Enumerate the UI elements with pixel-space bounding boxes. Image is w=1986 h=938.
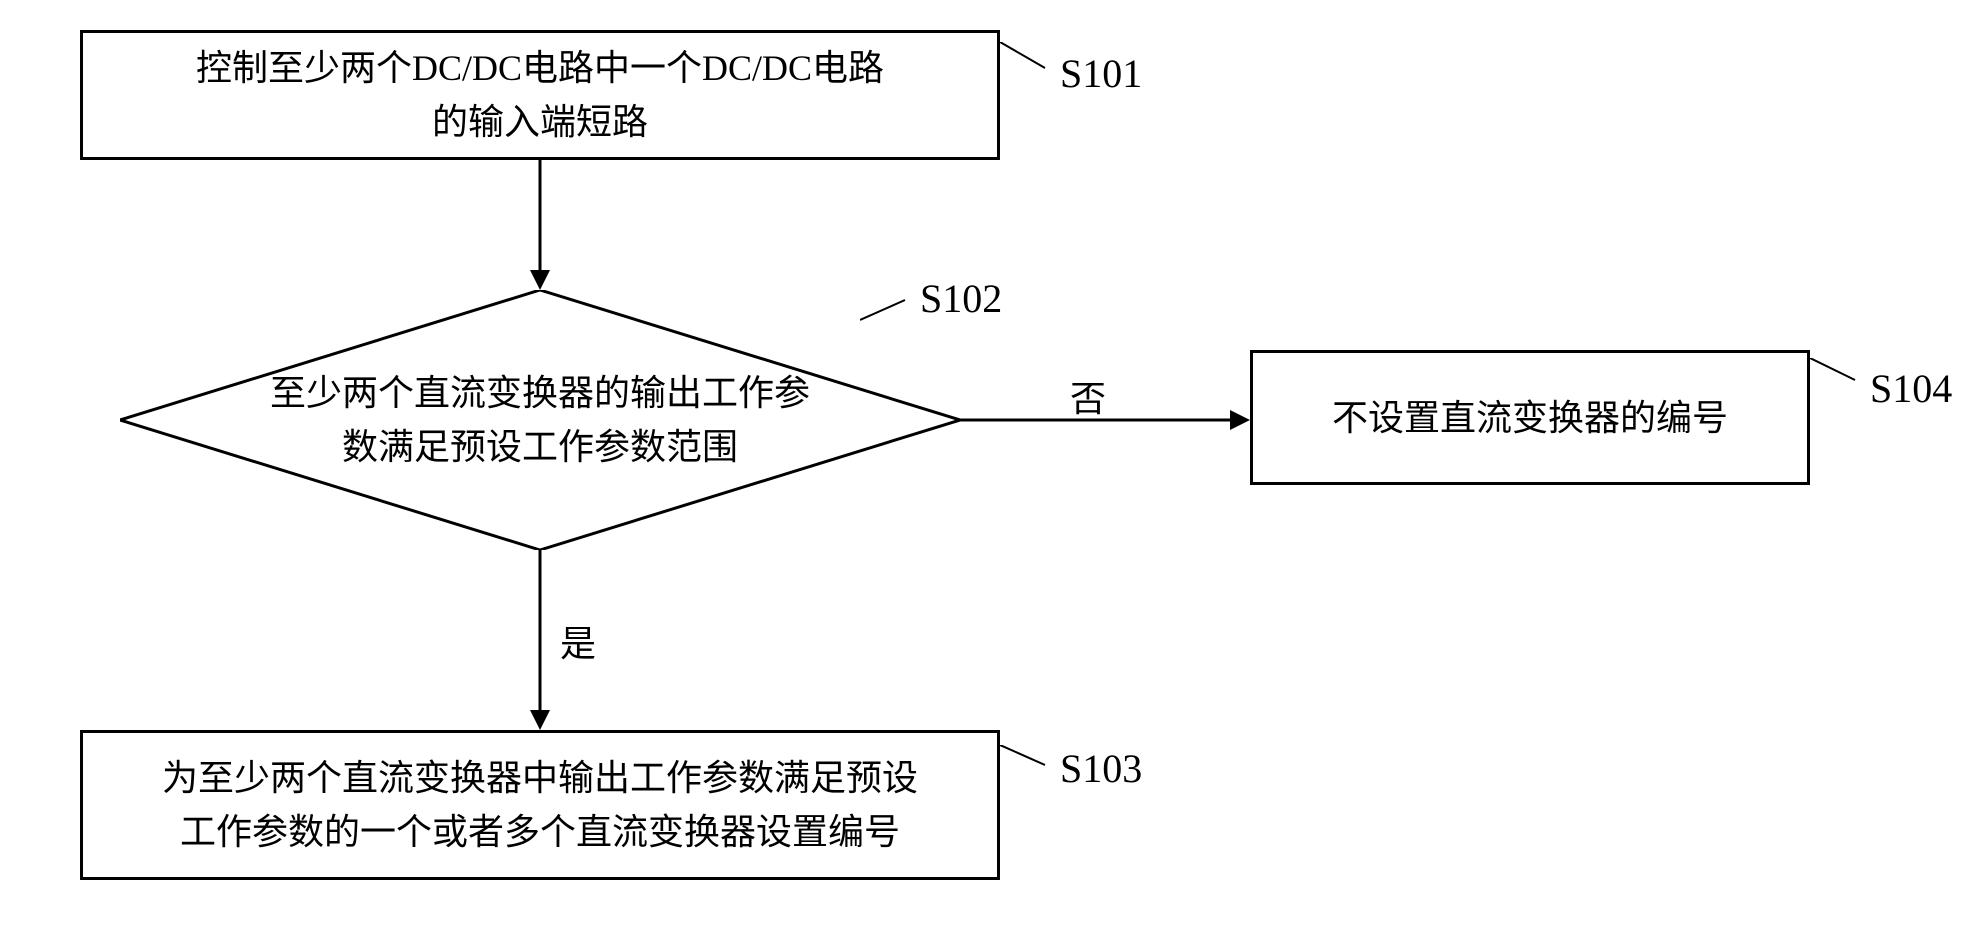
process-text-s101: 控制至少两个DC/DC电路中一个DC/DC电路的输入端短路	[196, 41, 884, 149]
callout-line-s102	[860, 298, 910, 323]
branch-label-no: 否	[1070, 370, 1106, 422]
process-box-s101: 控制至少两个DC/DC电路中一个DC/DC电路的输入端短路	[80, 30, 1000, 160]
arrow-s102-to-s103	[525, 550, 555, 735]
callout-line-s101	[1000, 42, 1050, 72]
decision-diamond-s102: 至少两个直流变换器的输出工作参数满足预设工作参数范围	[120, 290, 960, 550]
callout-line-s103	[1000, 745, 1050, 770]
process-box-s104: 不设置直流变换器的编号	[1250, 350, 1810, 485]
process-box-s103: 为至少两个直流变换器中输出工作参数满足预设工作参数的一个或者多个直流变换器设置编…	[80, 730, 1000, 880]
decision-text-s102: 至少两个直流变换器的输出工作参数满足预设工作参数范围	[246, 366, 834, 474]
step-label-s104: S104	[1870, 365, 1952, 412]
branch-label-yes: 是	[560, 615, 596, 667]
arrow-s101-to-s102	[525, 160, 555, 295]
step-label-s103: S103	[1060, 745, 1142, 792]
callout-line-s104	[1810, 358, 1860, 383]
process-text-s103: 为至少两个直流变换器中输出工作参数满足预设工作参数的一个或者多个直流变换器设置编…	[162, 751, 918, 859]
flowchart-container: 控制至少两个DC/DC电路中一个DC/DC电路的输入端短路 S101 至少两个直…	[0, 0, 1986, 938]
step-label-s101: S101	[1060, 50, 1142, 97]
process-text-s104: 不设置直流变换器的编号	[1332, 391, 1728, 445]
step-label-s102: S102	[920, 275, 1002, 322]
arrow-s102-to-s104	[960, 405, 1255, 435]
